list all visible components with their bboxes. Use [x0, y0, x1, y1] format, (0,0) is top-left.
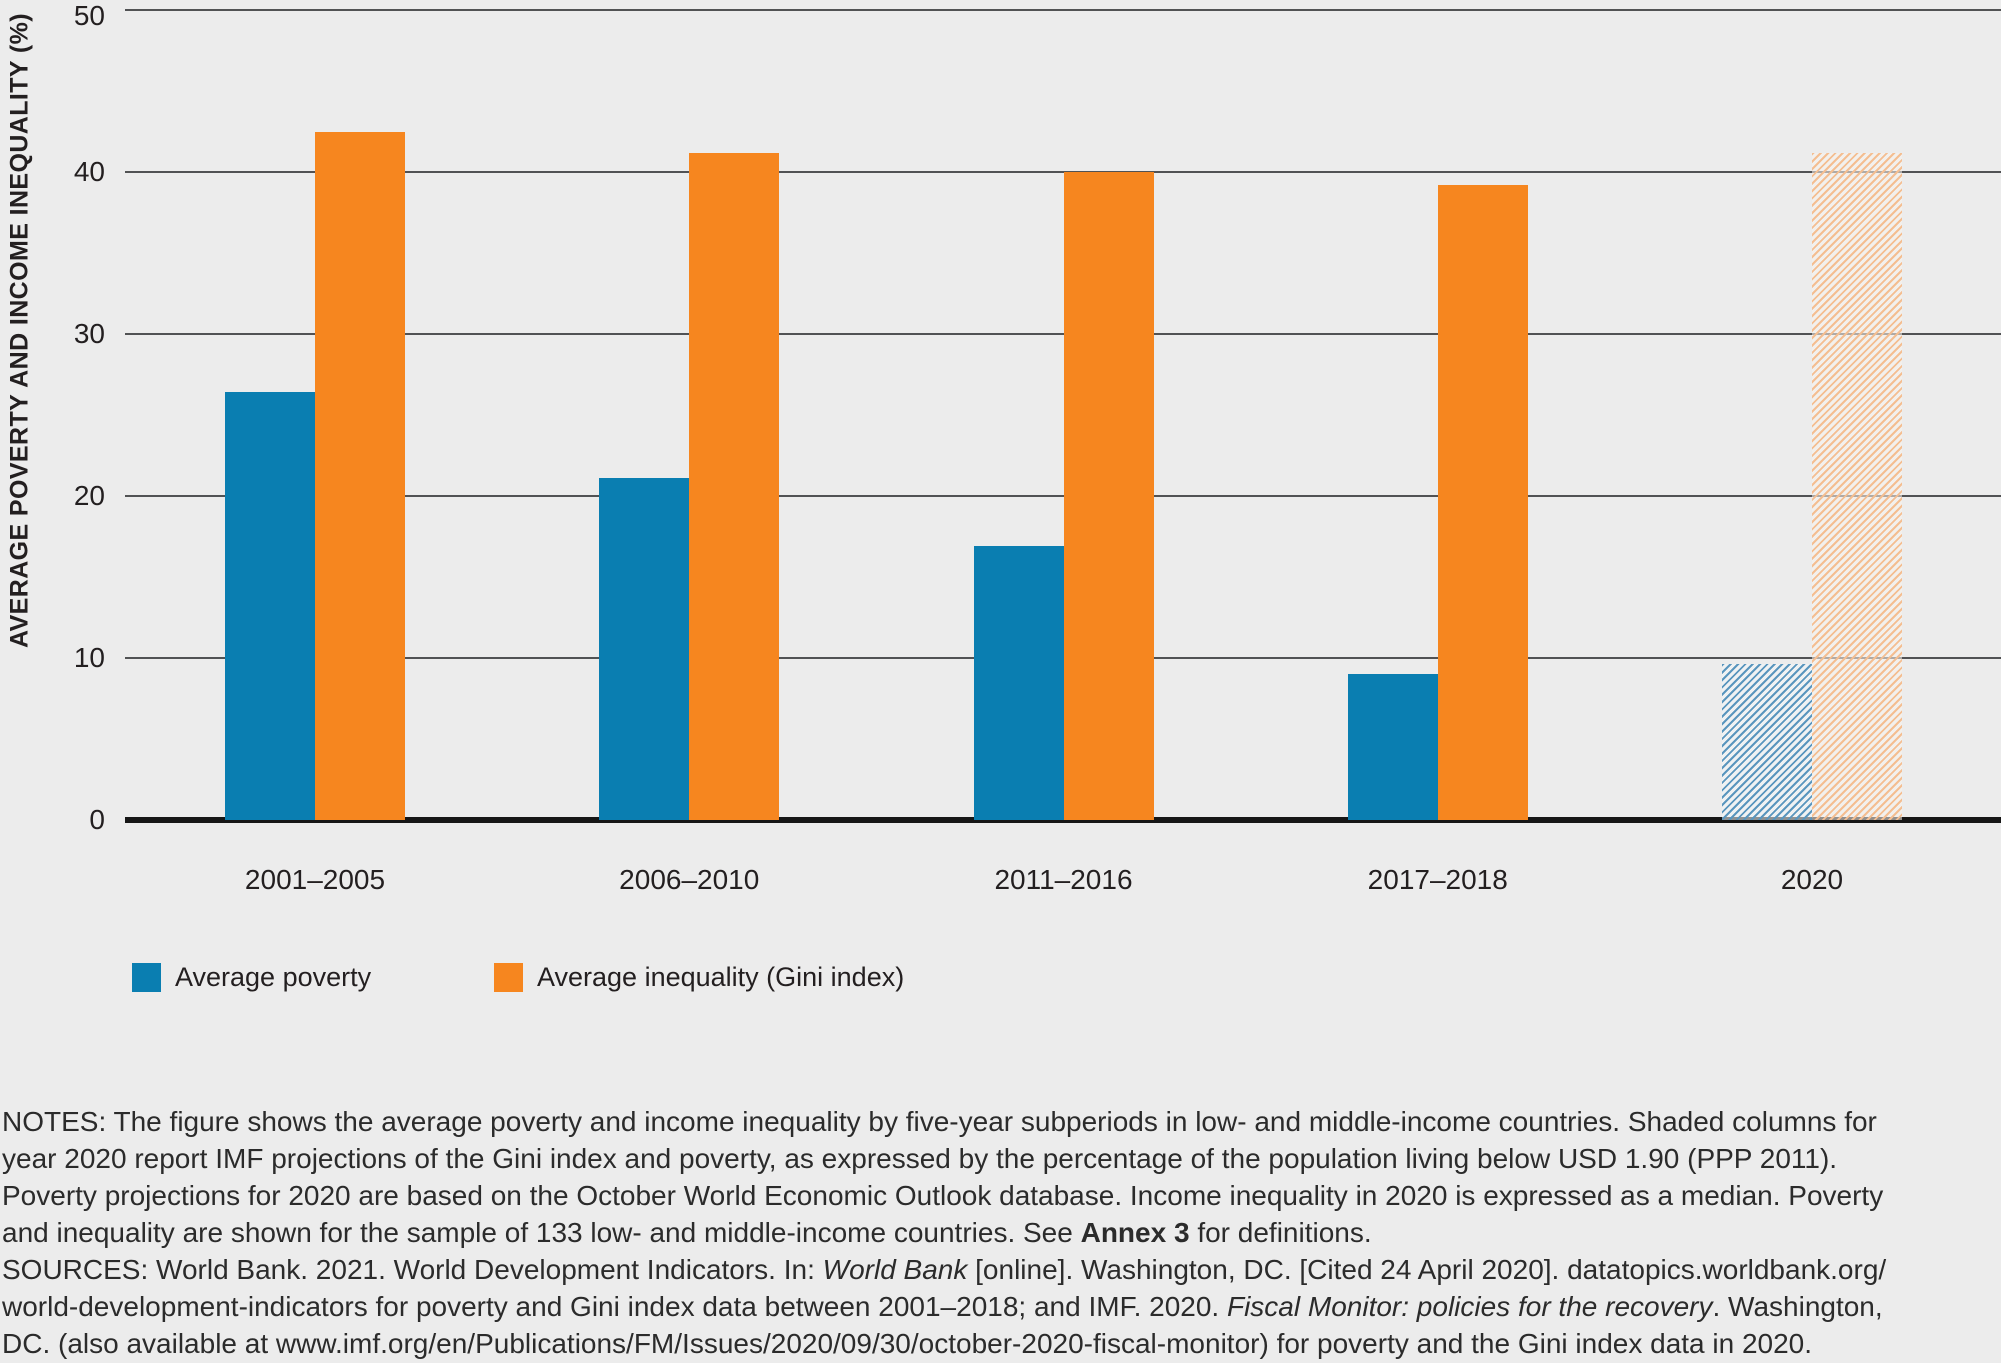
- legend-swatch-average-inequality: [494, 963, 523, 992]
- x-axis-label-2001-2005: 2001–2005: [244, 864, 386, 895]
- x-axis-label-2006-2010: 2006–2010: [619, 864, 760, 895]
- notes-line: DC. (also available at www.imf.org/en/Pu…: [2, 1325, 1886, 1362]
- y-tick-label-10: 10: [73, 642, 105, 673]
- notes-text: for definitions.: [1189, 1217, 1372, 1248]
- figure-notes: NOTES: The figure shows the average pove…: [2, 1103, 1886, 1362]
- bar-poverty-2020: [1722, 664, 1812, 820]
- bar-inequality-2011-2016: [1063, 172, 1154, 820]
- notes-text: Poverty projections for 2020 are based o…: [2, 1180, 1884, 1211]
- y-tick-label-50: 50: [73, 0, 105, 31]
- bar-poverty-2017-2018: [1347, 674, 1438, 820]
- notes-line: NOTES: The figure shows the average pove…: [2, 1103, 1886, 1140]
- notes-line: SOURCES: World Bank. 2021. World Develop…: [2, 1251, 1886, 1288]
- bar-poverty-2006-2010: [599, 478, 690, 820]
- notes-text: SOURCES: World Bank. 2021. World Develop…: [2, 1254, 823, 1285]
- notes-text: and inequality are shown for the sample …: [2, 1217, 1081, 1248]
- bar-inequality-2017-2018: [1437, 184, 1528, 820]
- notes-text: year 2020 report IMF projections of the …: [2, 1143, 1838, 1174]
- x-axis-label-2020: 2020: [1780, 864, 1844, 895]
- bar-inequality-2006-2010: [689, 152, 780, 820]
- gridline-50: [125, 9, 2001, 11]
- gridline-20: [125, 495, 2001, 497]
- y-tick-label-30: 30: [73, 318, 105, 349]
- notes-text-italic: World Bank: [822, 1254, 968, 1285]
- y-tick-label-0: 0: [89, 804, 105, 835]
- notes-text: world-development-indicators for poverty…: [2, 1291, 1227, 1322]
- bar-poverty-2011-2016: [973, 546, 1064, 820]
- notes-text: NOTES: The figure shows the average pove…: [2, 1106, 1877, 1137]
- gridline-30: [125, 333, 2001, 335]
- notes-line: Poverty projections for 2020 are based o…: [2, 1177, 1886, 1214]
- notes-text: DC. (also available at www.imf.org/en/Pu…: [2, 1328, 1813, 1359]
- x-axis-label-2011-2016: 2011–2016: [994, 864, 1133, 895]
- x-axis-line: [125, 817, 2001, 823]
- notes-line: and inequality are shown for the sample …: [2, 1214, 1886, 1251]
- bar-poverty-2001-2005: [225, 392, 315, 820]
- gridline-40: [125, 171, 2001, 173]
- notes-line: world-development-indicators for poverty…: [2, 1288, 1886, 1325]
- legend-swatch-average-poverty: [132, 963, 161, 992]
- y-tick-label-40: 40: [73, 156, 105, 187]
- y-tick-label-20: 20: [73, 480, 105, 511]
- notes-text-italic: Fiscal Monitor: policies for the recover…: [1226, 1291, 1713, 1322]
- x-axis-label-2017-2018: 2017–2018: [1367, 864, 1508, 895]
- notes-line: year 2020 report IMF projections of the …: [2, 1140, 1886, 1177]
- legend-label-average-inequality: Average inequality (Gini index): [537, 962, 905, 992]
- legend-label-average-poverty: Average poverty: [175, 962, 372, 992]
- notes-text: . Washington,: [1712, 1291, 1883, 1322]
- notes-text-bold: Annex 3: [1080, 1217, 1190, 1248]
- notes-text: [online]. Washington, DC. [Cited 24 Apri…: [967, 1254, 1887, 1285]
- bar-inequality-2020: [1812, 152, 1902, 820]
- bar-inequality-2001-2005: [315, 131, 405, 820]
